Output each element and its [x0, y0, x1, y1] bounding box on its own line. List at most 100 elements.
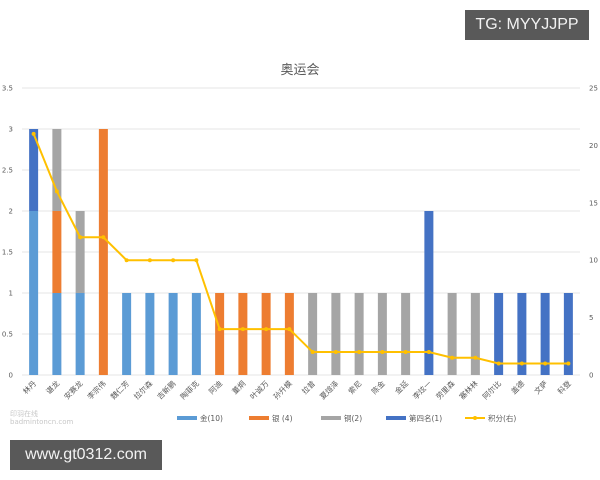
bar-series: [29, 129, 573, 375]
x-label: 叶诚万: [248, 378, 271, 401]
bar-segment: [75, 211, 85, 293]
x-label: 陈金: [369, 378, 387, 396]
x-label: 孙升模: [271, 378, 294, 401]
bar-segment: [377, 293, 387, 375]
line-marker: [403, 350, 408, 355]
line-marker: [54, 189, 59, 194]
bar-segment: [75, 293, 85, 375]
y-tick: 3: [9, 126, 13, 134]
bar-segment: [331, 293, 341, 375]
line-marker: [124, 258, 129, 263]
bar-segment: [424, 211, 434, 375]
line-marker: [31, 131, 36, 136]
right-y-axis: 0 5 10 15 20 25: [589, 85, 598, 380]
line-marker: [78, 235, 83, 240]
line-marker: [194, 258, 199, 263]
bar-segment: [284, 293, 294, 375]
legend-item: 积分(右): [488, 413, 516, 423]
y-tick: 1.5: [2, 249, 13, 257]
y-tick: 2: [9, 208, 13, 216]
points-line: [32, 133, 569, 365]
y2-tick: 20: [589, 142, 598, 150]
watermark-line2: badmintoncn.com: [10, 418, 74, 426]
y2-tick: 0: [589, 372, 593, 380]
line-marker: [496, 361, 501, 366]
y2-tick: 5: [589, 314, 593, 322]
line-marker: [473, 355, 478, 360]
watermark-line1: 印羽在线: [10, 410, 38, 418]
legend: 金(10) 银 (4) 铜(2) 第四名(1) 积分(右): [177, 413, 516, 423]
x-label: 夏煊泽: [317, 378, 340, 401]
bar-segment: [52, 293, 62, 375]
bar-segment: [470, 293, 480, 375]
bar-segment: [168, 293, 178, 375]
line-marker: [101, 235, 106, 240]
line-marker: [380, 350, 385, 355]
y-tick: 3.5: [2, 85, 13, 93]
x-label: 魏仁芳: [108, 378, 131, 401]
x-label: 盖德: [509, 378, 527, 396]
x-label: 陶菲克: [178, 378, 201, 401]
bar-segment: [540, 293, 550, 375]
bar-segment: [261, 293, 271, 375]
x-label: 科登: [555, 378, 573, 396]
bar-segment: [122, 293, 132, 375]
line-marker: [450, 355, 455, 360]
line-marker: [566, 361, 571, 366]
line-marker: [426, 350, 431, 355]
x-label: 吉新鹏: [155, 378, 178, 401]
website-badge: www.gt0312.com: [10, 440, 162, 470]
legend-item: 第四名(1): [409, 413, 442, 423]
bar-segment: [29, 129, 39, 211]
y-tick: 0.5: [2, 331, 13, 339]
left-y-axis: 0 0.5 1 1.5 2 2.5 3 3.5: [2, 85, 13, 380]
x-axis-labels: 林丹 谌龙 安赛龙 李宗伟 魏仁芳 拉尔森 吉新鹏 陶菲克 阿迪 董炯 叶诚万 孙升模 拉昔 夏煊泽 索尼陈…: [20, 378, 573, 401]
x-label: 拉尔森: [131, 378, 154, 401]
y-tick: 2.5: [2, 167, 13, 175]
x-label: 李宗伟: [85, 378, 108, 401]
x-label: 索尼: [346, 378, 364, 396]
x-label: 董炯: [230, 378, 248, 396]
watermark: 印羽在线 badmintoncn.com: [10, 410, 73, 426]
line-marker: [519, 361, 524, 366]
y2-tick: 15: [589, 199, 598, 207]
bar-segment: [52, 129, 62, 211]
x-label: 李炫一: [410, 378, 433, 401]
legend-item: 金(10): [200, 413, 223, 423]
bar-segment: [98, 129, 108, 375]
line-marker: [287, 327, 292, 332]
line-marker: [310, 350, 315, 355]
legend-item: 铜(2): [344, 413, 362, 423]
y2-tick: 25: [589, 85, 598, 93]
line-marker: [171, 258, 176, 263]
line-marker: [543, 361, 548, 366]
bar-segment: [29, 211, 39, 375]
bar-segment: [401, 293, 411, 375]
tg-badge: TG: MYYJJPP: [465, 10, 589, 40]
bar-segment: [52, 211, 62, 293]
line-marker: [240, 327, 245, 332]
bar-segment: [191, 293, 201, 375]
chart-title: 奥运会: [280, 63, 319, 78]
x-label: 塞林林: [457, 378, 480, 401]
x-label: 安赛龙: [62, 378, 85, 401]
bar-segment: [563, 293, 573, 375]
bar-segment: [494, 293, 504, 375]
x-label: 林丹: [20, 378, 38, 396]
bar-segment: [308, 293, 318, 375]
x-label: 拉昔: [299, 378, 317, 396]
x-label: 谌龙: [44, 378, 62, 396]
line-marker: [333, 350, 338, 355]
legend-item: 银 (4): [272, 414, 293, 423]
y-tick: 1: [9, 290, 13, 298]
x-label: 文萨: [532, 378, 550, 396]
bar-segment: [354, 293, 364, 375]
line-marker: [147, 258, 152, 263]
line-marker: [217, 327, 222, 332]
bar-segment: [447, 293, 457, 375]
line-marker: [357, 350, 362, 355]
x-label: 金延: [392, 378, 410, 396]
line-marker: [264, 327, 269, 332]
y2-tick: 10: [589, 257, 598, 265]
